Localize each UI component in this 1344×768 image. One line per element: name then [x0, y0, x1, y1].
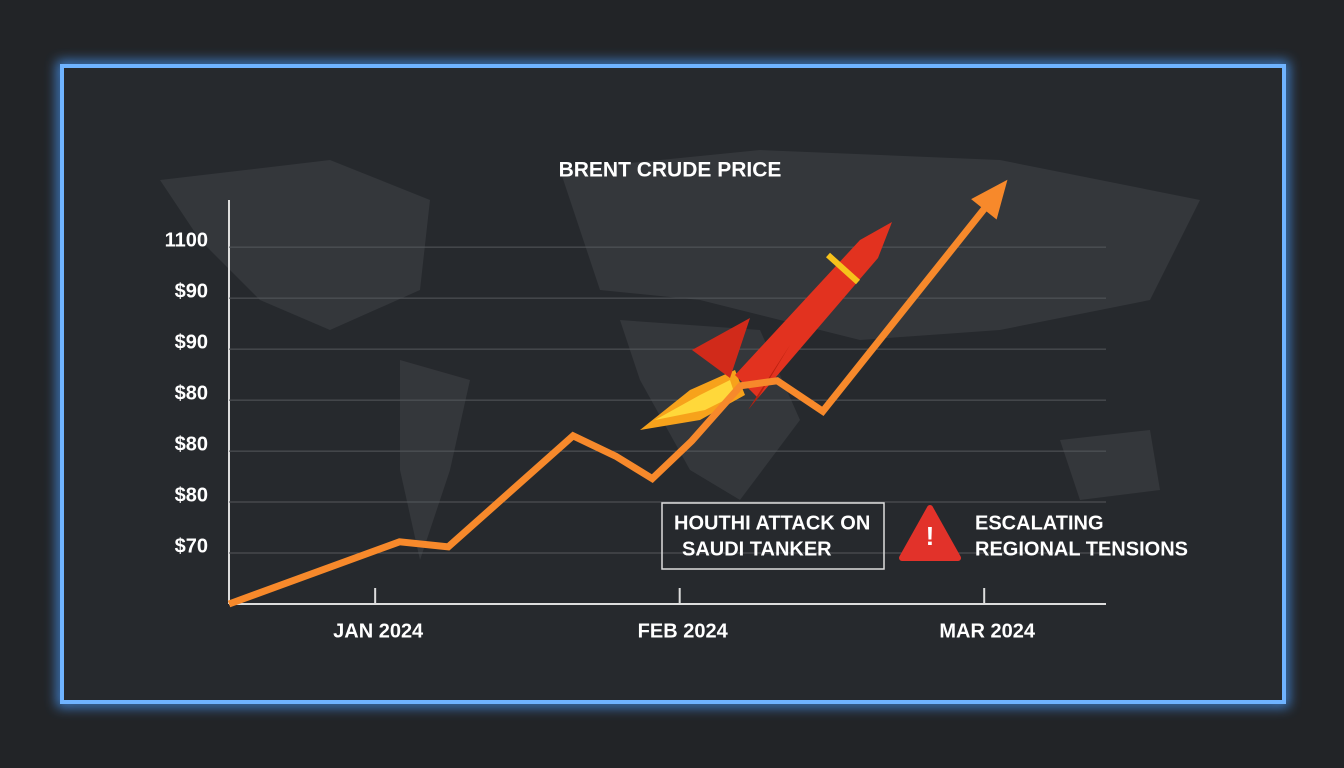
chart-title: BRENT CRUDE PRICE: [559, 159, 782, 182]
annotation-text: SAUDI TANKER: [682, 538, 832, 560]
x-tick-label: FEB 2024: [638, 620, 729, 642]
y-tick-label: $70: [175, 535, 208, 557]
y-tick-label: $80: [175, 433, 208, 455]
arrow-head: [971, 179, 1008, 220]
warning-icon: [899, 505, 961, 561]
annotation-box: [661, 502, 885, 570]
annotation-text: ESCALATING: [975, 512, 1104, 534]
y-tick-label: $90: [175, 280, 208, 302]
y-tick-label: $80: [175, 484, 208, 506]
warning-mark: !: [926, 521, 935, 551]
annotation-text: HOUTHI ATTACK ON: [674, 512, 870, 534]
y-tick-label: $90: [175, 331, 208, 353]
annotation-text: REGIONAL TENSIONS: [975, 538, 1188, 560]
x-tick-label: MAR 2024: [939, 620, 1035, 642]
x-tick-label: JAN 2024: [333, 620, 424, 642]
y-tick-label: 1100: [165, 229, 208, 251]
rocket: [640, 222, 892, 430]
y-tick-label: $80: [175, 382, 208, 404]
price-line: [227, 183, 1006, 608]
